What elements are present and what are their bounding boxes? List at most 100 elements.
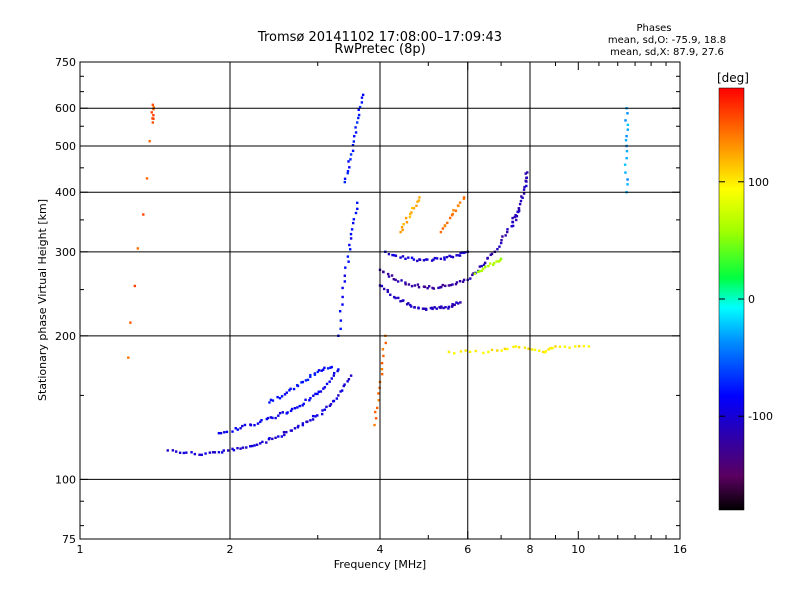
data-point bbox=[478, 265, 482, 268]
data-point bbox=[517, 207, 521, 210]
data-point bbox=[268, 436, 271, 440]
data-point bbox=[447, 307, 450, 310]
data-point bbox=[320, 369, 323, 372]
data-point bbox=[483, 261, 487, 265]
data-point bbox=[483, 265, 487, 269]
data-point bbox=[290, 407, 294, 411]
data-point bbox=[626, 112, 629, 115]
data-point bbox=[312, 394, 315, 397]
data-point bbox=[407, 283, 411, 286]
data-point bbox=[444, 284, 447, 288]
data-point bbox=[447, 305, 451, 309]
data-point bbox=[241, 424, 244, 428]
data-point bbox=[346, 171, 349, 175]
data-point bbox=[396, 280, 400, 283]
x-tick-label: 2 bbox=[227, 543, 234, 556]
data-point bbox=[624, 139, 628, 142]
data-point bbox=[286, 411, 289, 414]
data-point bbox=[568, 346, 571, 349]
data-point bbox=[280, 435, 284, 438]
data-point bbox=[341, 286, 344, 290]
data-point bbox=[401, 228, 404, 232]
data-point bbox=[422, 259, 426, 262]
data-point bbox=[501, 235, 504, 238]
data-point bbox=[625, 134, 628, 138]
data-point bbox=[400, 279, 403, 282]
data-point bbox=[443, 224, 447, 227]
data-point bbox=[437, 286, 440, 290]
trace bbox=[378, 284, 462, 311]
data-point bbox=[401, 255, 405, 258]
data-point bbox=[328, 404, 332, 407]
data-point bbox=[394, 278, 397, 282]
data-point bbox=[330, 377, 333, 380]
data-point bbox=[323, 366, 326, 369]
data-point bbox=[326, 367, 330, 370]
data-point bbox=[339, 319, 343, 322]
data-point bbox=[401, 299, 404, 303]
data-point bbox=[381, 372, 384, 376]
data-point bbox=[515, 215, 519, 218]
data-point bbox=[624, 119, 627, 122]
data-point bbox=[309, 375, 312, 378]
data-point bbox=[304, 379, 308, 382]
data-point bbox=[458, 201, 462, 204]
data-point bbox=[198, 453, 201, 456]
colorbar-ticks: 100 0 -100 bbox=[719, 176, 773, 423]
data-point bbox=[500, 238, 503, 242]
data-point bbox=[352, 140, 356, 143]
data-point bbox=[377, 392, 380, 395]
data-point bbox=[265, 441, 268, 444]
y-tick-label: 100 bbox=[55, 473, 76, 486]
data-point bbox=[337, 394, 340, 397]
data-point bbox=[506, 228, 509, 231]
data-point bbox=[329, 366, 332, 369]
y-axis-label: Stationary phase Virtual Height [km] bbox=[36, 199, 49, 401]
data-point bbox=[426, 286, 429, 290]
data-point bbox=[323, 386, 327, 389]
data-point bbox=[374, 417, 378, 420]
data-point bbox=[455, 301, 458, 304]
data-point bbox=[346, 380, 349, 383]
data-point bbox=[381, 348, 385, 351]
data-point bbox=[407, 256, 410, 259]
data-point bbox=[582, 344, 586, 348]
data-point bbox=[283, 433, 286, 437]
data-point bbox=[435, 257, 439, 260]
data-point bbox=[349, 232, 353, 236]
data-point bbox=[316, 414, 319, 417]
data-point bbox=[519, 199, 523, 203]
data-point bbox=[311, 414, 315, 418]
data-point bbox=[515, 218, 518, 222]
data-point bbox=[451, 304, 454, 308]
data-point bbox=[350, 228, 354, 231]
data-point bbox=[213, 451, 217, 454]
data-point bbox=[239, 447, 242, 450]
data-point bbox=[317, 369, 321, 372]
data-point bbox=[486, 256, 489, 260]
data-point bbox=[404, 281, 407, 284]
data-point bbox=[200, 453, 203, 457]
data-point bbox=[278, 411, 282, 415]
data-point bbox=[274, 436, 277, 439]
data-point bbox=[296, 384, 300, 388]
data-point bbox=[349, 248, 352, 251]
data-point bbox=[316, 392, 319, 396]
data-point bbox=[355, 201, 359, 205]
data-point bbox=[389, 293, 392, 296]
data-point bbox=[482, 351, 485, 355]
data-point bbox=[443, 256, 446, 259]
data-point bbox=[623, 163, 627, 166]
x-axis-label: Frequency [MHz] bbox=[334, 558, 426, 571]
data-point bbox=[151, 117, 154, 120]
data-point bbox=[626, 183, 629, 186]
data-point bbox=[339, 390, 342, 393]
data-point bbox=[349, 158, 352, 161]
data-point bbox=[376, 406, 379, 410]
data-point bbox=[185, 451, 188, 454]
data-point bbox=[554, 345, 557, 348]
data-point bbox=[296, 406, 299, 409]
data-point bbox=[473, 272, 477, 275]
data-point bbox=[399, 256, 402, 259]
